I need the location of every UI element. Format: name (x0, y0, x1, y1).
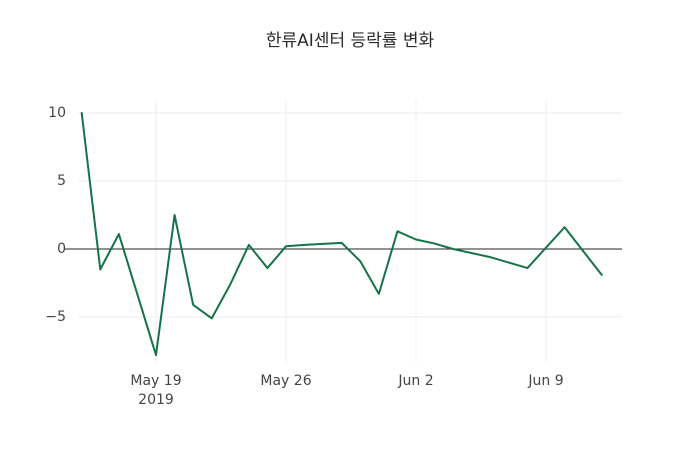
x-axis-tick-label: Jun 9 (528, 373, 564, 389)
data-series-line (80, 112, 603, 357)
x-axis-tick-label: Jun 2 (398, 373, 434, 389)
chart-title: 한류AI센터 등락률 변화 (265, 31, 435, 51)
y-axis-tick-label: 0 (57, 241, 66, 257)
x-axis-tick-label: May 26 (260, 373, 312, 389)
y-axis-tick-label: 10 (48, 105, 66, 121)
x-axis-tick-label: May 19 2019 (130, 373, 182, 408)
y-axis-tick-label: −5 (45, 309, 66, 325)
y-axis-tick-labels: 10 5 0 −5 (14, 0, 66, 450)
vertical-gridlines (155, 100, 547, 362)
y-axis-tick-label: 5 (57, 173, 66, 189)
